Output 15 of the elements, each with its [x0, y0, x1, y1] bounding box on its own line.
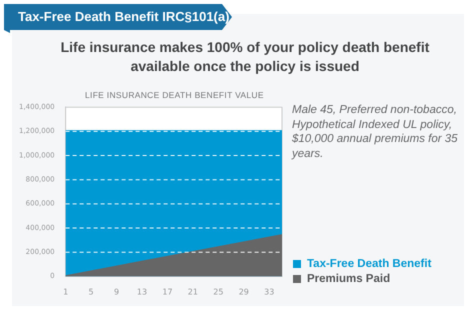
- x-tick-label: 13: [136, 287, 148, 296]
- x-tick-label: 17: [162, 287, 173, 296]
- x-tick-label: 9: [114, 287, 120, 296]
- x-tick-label: 25: [213, 287, 224, 296]
- legend-label: Premiums Paid: [307, 273, 390, 285]
- legend-label: Tax-Free Death Benefit: [307, 258, 432, 270]
- x-tick-label: 5: [88, 287, 94, 296]
- x-tick-label: 33: [264, 287, 274, 296]
- chart-subtitle: Life insurance makes 100% of your policy death benefit available once the policy is issued: [60, 38, 430, 76]
- x-tick-label: 21: [188, 287, 198, 296]
- chart-title: Tax-Free Death Benefit IRC§101(a): [18, 9, 230, 24]
- x-tick-label: 1: [63, 287, 68, 296]
- text: LIFE INSURANCE DEATH BENEFIT VALUE: [85, 90, 264, 100]
- text: Male 45, Preferred non-tobacco, Hypothetical Indexed UL policy, $10,000 annual premiums for 35 years.: [292, 103, 459, 161]
- x-tick-label: 29: [238, 287, 249, 296]
